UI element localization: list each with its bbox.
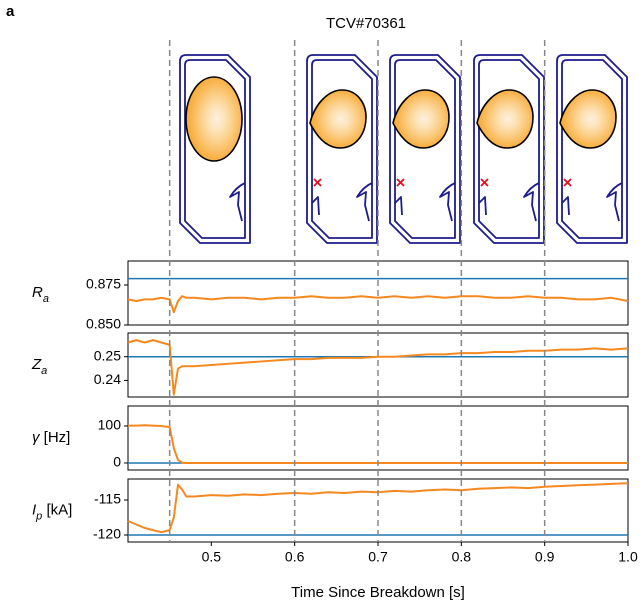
y-axis-label: Ra xyxy=(32,284,49,305)
y-axis-label: Za xyxy=(31,356,47,377)
y-axis-label-part: R xyxy=(32,284,43,301)
y-axis-label: Ip [kA] xyxy=(32,501,72,522)
x-tick-label: 0.7 xyxy=(368,549,388,565)
y-tick-label: -120 xyxy=(93,526,121,542)
x-tick-label: 1.0 xyxy=(618,549,638,565)
series-line xyxy=(127,295,629,314)
plasma-shape xyxy=(180,55,250,243)
y-tick-label: 0.25 xyxy=(94,347,121,363)
x-tick-label: 0.6 xyxy=(285,549,305,565)
y-axis-label-part: γ xyxy=(32,429,41,446)
plasma-shape xyxy=(390,55,460,243)
x-axis-label: Time Since Breakdown [s] xyxy=(291,584,465,601)
y-axis-label: γ [Hz] xyxy=(32,429,70,446)
series-line xyxy=(128,424,628,464)
x-tick-label: 0.5 xyxy=(202,549,222,565)
y-tick-label: 100 xyxy=(98,417,122,433)
plasma-shape xyxy=(557,55,627,243)
x-tick-label: 0.8 xyxy=(452,549,472,565)
x-tick-label: 0.9 xyxy=(535,549,555,565)
chart-title: TCV#70361 xyxy=(326,15,406,32)
y-axis-label-part: I xyxy=(32,501,36,518)
y-axis-label-part: [Hz] xyxy=(40,429,71,446)
series-line xyxy=(127,482,629,534)
panel-label: a xyxy=(6,3,15,20)
y-axis-label-part: [kA] xyxy=(42,501,72,518)
y-tick-label: -115 xyxy=(94,491,121,507)
y-axis-label-part: p xyxy=(35,510,42,522)
y-tick-label: 0.875 xyxy=(86,276,121,292)
y-tick-label: 0.850 xyxy=(86,316,121,332)
y-tick-label: 0 xyxy=(113,454,121,470)
y-tick-label: 0.24 xyxy=(94,371,121,387)
y-axis-label-part: a xyxy=(41,365,47,377)
y-axis-label-part: Z xyxy=(31,356,42,373)
plasma-shape xyxy=(474,55,544,243)
y-axis-label-part: a xyxy=(43,293,49,305)
plasma-shape xyxy=(307,55,377,243)
series-line xyxy=(127,339,629,396)
